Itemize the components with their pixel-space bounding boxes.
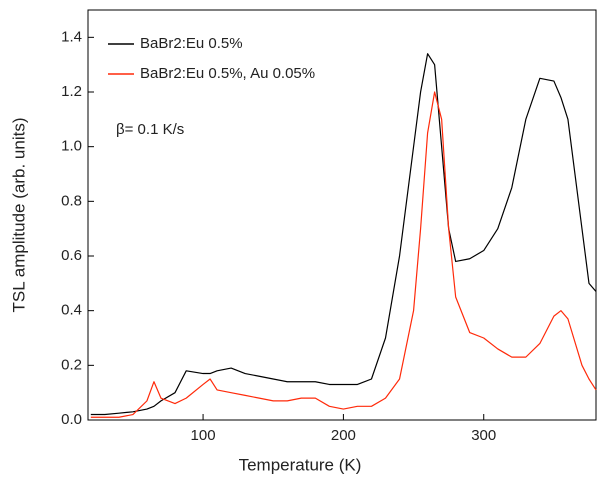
y-tick-label: 0.0 xyxy=(61,411,82,428)
y-tick-label: 1.4 xyxy=(61,28,82,45)
x-tick-label: 100 xyxy=(191,427,216,444)
x-tick-label: 300 xyxy=(471,427,496,444)
y-tick-label: 1.2 xyxy=(61,83,82,100)
y-tick-label: 0.2 xyxy=(61,356,82,373)
x-axis-label: Temperature (K) xyxy=(239,455,362,474)
legend-label: BaBr2:Eu 0.5% xyxy=(140,35,243,52)
series-line xyxy=(90,53,597,416)
y-tick-label: 0.8 xyxy=(61,192,82,209)
legend-label: BaBr2:Eu 0.5%, Au 0.05% xyxy=(140,65,315,82)
y-axis-label: TSL amplitude (arb. units) xyxy=(9,118,28,313)
series-line xyxy=(90,91,597,418)
plot-frame xyxy=(87,9,597,421)
annotation: β= 0.1 K/s xyxy=(116,121,184,138)
y-tick-label: 1.0 xyxy=(61,138,82,155)
y-tick-label: 0.4 xyxy=(61,302,82,319)
y-tick-label: 0.6 xyxy=(61,247,82,264)
x-tick-label: 200 xyxy=(331,427,356,444)
